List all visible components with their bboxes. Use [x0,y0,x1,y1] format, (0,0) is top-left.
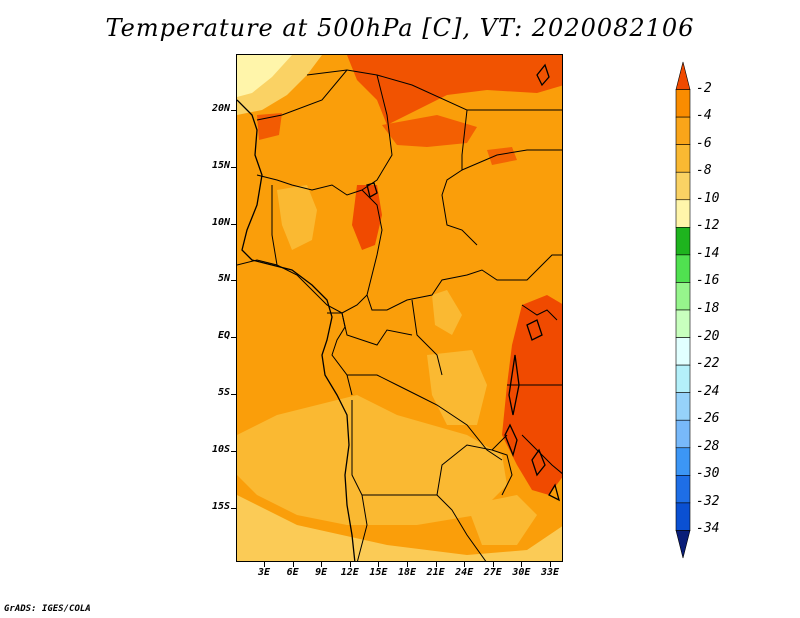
longitude-label: 9E [315,567,328,578]
field-warm-patch-1 [382,115,477,147]
colorbar-top-arrow [675,61,691,90]
colorbar-swatch [675,171,691,201]
colorbar-swatch [675,392,691,421]
longitude-label: 6E [286,567,299,578]
longitude-label: 30E [512,567,531,578]
latitude-label: 15S [211,500,230,512]
latitude-tick [231,280,236,282]
longitude-tick [550,562,551,567]
colorbar-swatch [675,227,691,256]
country-borders [237,69,562,561]
longitude-label: 21E [426,567,445,578]
longitude-label: 12E [340,567,359,578]
colorbar-label: -22 [696,356,720,372]
colorbar-swatch [675,144,691,173]
field-light-south [237,395,507,525]
colorbar-label: -20 [696,328,720,344]
longitude-tick [321,562,323,567]
field-coldest-northwest [237,55,292,97]
colorbar-swatch [675,116,691,145]
colorbar-swatches [675,61,691,559]
latitude-tick [231,166,236,168]
latitude-tick [231,223,236,225]
field-warm-patch-3 [487,147,517,165]
lakes [366,63,560,502]
colorbar-label: -12 [696,218,720,234]
colorbar-label: -14 [696,245,720,261]
temperature-map [236,54,563,562]
colorbar-label: -24 [696,383,720,399]
longitude-label: 33E [540,567,560,578]
latitude-tick [231,450,236,452]
colorbar-swatch [675,199,691,228]
latitude-label: 20N [211,103,230,114]
field-warm-central [352,185,382,250]
colorbar-bottom-arrow [675,530,691,559]
colorbar-swatch [675,89,691,118]
map-title: Temperature at 500hPa [C], VT: 202008210… [105,14,695,42]
colorbar-label: -18 [696,301,720,316]
field-warm-east [502,295,562,495]
longitude-label: 18E [397,567,417,578]
latitude-label: EQ [217,330,230,342]
field-light-patch-3 [427,350,487,425]
colorbar-label: -10 [696,190,720,206]
colorbar-label: -16 [696,273,720,289]
latitude-tick [231,337,236,339]
colorbar-label: -32 [696,493,720,509]
latitude-tick [231,394,236,395]
latitude-label: 15N [211,159,230,171]
colorbar-swatch [675,254,691,283]
longitude-tick [492,562,494,567]
longitude-tick [464,562,466,567]
colorbar-label: -6 [696,135,712,151]
latitude-tick [231,110,236,111]
colorbar-swatch [675,337,691,366]
latitude-label: 5N [217,273,230,285]
colorbar [675,61,691,559]
longitude-tick [407,562,408,567]
colorbar-swatch [675,364,691,393]
longitude-tick [264,562,265,567]
colorbar-swatch [675,309,691,338]
colorbar-label: -2 [696,80,712,96]
field-light-patch-1 [277,185,317,250]
longitude-tick [378,562,380,567]
longitude-tick [521,562,523,567]
longitude-tick [349,562,351,567]
latitude-tick [231,507,236,509]
colorbar-swatch [675,447,691,476]
longitude-label: 3E [257,567,271,578]
colorbar-label: -4 [696,108,712,124]
coastline [237,99,356,561]
latitude-label: 10S [211,443,230,455]
map-canvas [237,55,562,561]
colorbar-label: -34 [696,521,720,537]
longitude-label: 24E [455,567,474,578]
longitude-tick [292,562,294,567]
field-warm-north [347,55,562,125]
longitude-tick [435,562,437,567]
colorbar-swatch [675,419,691,449]
colorbar-label: -28 [696,438,720,454]
colorbar-swatch [675,282,691,311]
longitude-label: 27E [483,567,502,578]
colorbar-swatch [675,475,691,504]
field-pale-south [237,495,562,561]
colorbar-label: -26 [696,411,720,427]
credit-text: GrADS: IGES/COLA [4,604,91,614]
field-warm-patch-2 [257,113,282,140]
field-light-patch-4 [467,495,537,545]
colorbar-swatch [675,502,691,531]
latitude-label: 5S [217,387,230,398]
longitude-label: 15E [369,567,388,578]
latitude-label: 10N [211,216,230,228]
colorbar-label: -8 [696,163,712,179]
colorbar-label: -30 [696,466,720,482]
field-light-patch-2 [432,290,462,335]
